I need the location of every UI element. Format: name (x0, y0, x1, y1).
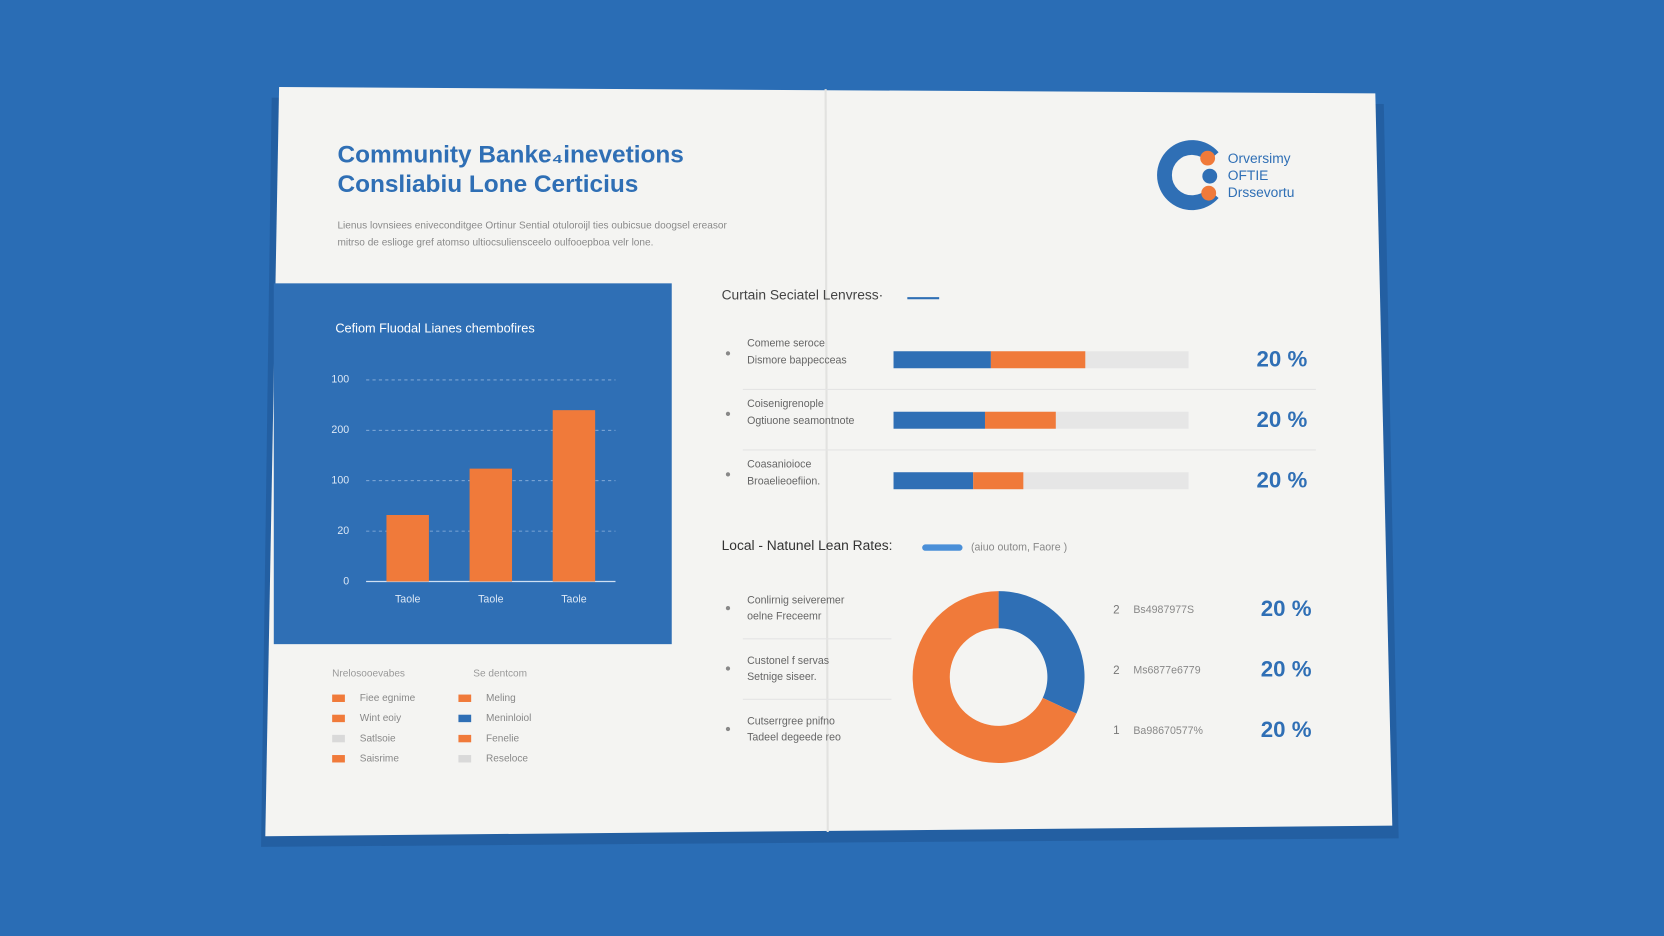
row-label: Custonel f servas (747, 655, 829, 667)
bullet (725, 472, 731, 477)
legend-swatch (332, 694, 345, 702)
bullet (725, 726, 731, 732)
row-label: Tadeel degeede reo (747, 731, 841, 743)
legend-swatch (332, 755, 345, 763)
sheet-group: Community Banke₄inevetions Consliabiu Lon… (261, 87, 1399, 847)
legend-label: Satlsoie (360, 733, 396, 744)
title: Community Banke₄inevetions (337, 141, 683, 168)
x-tick-label: Taole (478, 593, 503, 605)
rank: 2 (1113, 603, 1119, 616)
y-tick-label: 100 (331, 475, 349, 487)
row-label: Dismore bappecceas (747, 355, 847, 367)
section-title: Local - Natunel Lean Rates: (722, 538, 893, 553)
value-label: 20 % (1261, 596, 1312, 621)
bullet (725, 351, 731, 356)
legend-swatch (458, 694, 472, 702)
logo-dot (1202, 168, 1218, 184)
bar (552, 410, 596, 582)
legend-swatch (458, 714, 472, 723)
y-tick-label: 100 (331, 374, 349, 386)
rank: 2 (1113, 664, 1119, 677)
legend-label: Saisrime (360, 753, 400, 764)
value-label: 20 % (1257, 468, 1308, 493)
title: Consliabiu Lone Certicius (337, 171, 638, 198)
legend-label: Meling (486, 693, 516, 704)
chart-panel (273, 283, 672, 645)
section-title: Curtain Seciatel Lenvress· (722, 288, 884, 303)
code: Ms6877e6779 (1133, 664, 1200, 676)
bullet (725, 411, 731, 416)
bar-segment (984, 411, 1056, 429)
donut-slice (912, 591, 1077, 764)
bar-segment (893, 411, 985, 429)
bar (386, 515, 429, 582)
fold-line (824, 89, 829, 832)
row-label: Cutserrgree pnifno (747, 715, 835, 727)
x-tick-label: Taole (395, 593, 420, 605)
row-label: Coisenigrenople (747, 398, 824, 410)
donut-slice (998, 591, 1085, 714)
legend-text: (aiuo outom, Faore ) (971, 541, 1067, 553)
logo-dot (1200, 150, 1216, 166)
legend-header: Nrelosooevabes (332, 669, 405, 680)
y-tick-label: 20 (337, 525, 349, 537)
legend-label: Wint eoiy (360, 713, 402, 724)
logo-text: OFTIE (1228, 168, 1269, 183)
logo-text: Orversimy (1228, 151, 1291, 166)
value-label: 20 % (1261, 717, 1312, 742)
bar-segment (893, 472, 974, 490)
row-label: oelne Freceemr (747, 610, 822, 622)
legend-label: Fiee egnime (360, 693, 416, 704)
bar-segment (893, 351, 991, 369)
legend-swatch (332, 734, 345, 743)
row-label: Ogtiuone seamontnote (747, 415, 854, 427)
row-label: Setnige siseer. (747, 671, 817, 683)
legend-swatch (332, 714, 345, 723)
chart-title: Cefiom Fluodal Lianes chembofires (335, 320, 534, 335)
intro: mitrso de eslioge gref atomso ultiocsuli… (337, 238, 653, 249)
legend-header: Se dentcom (473, 669, 527, 680)
row-label: Coasanioioce (747, 459, 811, 471)
row-label: Comeme seroce (747, 338, 825, 350)
x-tick-label: Taole (561, 593, 586, 605)
bullet (725, 605, 731, 611)
bullet (725, 666, 731, 671)
row-label: Broaelieoefiion. (747, 476, 820, 488)
legend-label: Meninloiol (486, 713, 531, 724)
code: Ba98670577% (1133, 725, 1203, 737)
value-label: 20 % (1257, 407, 1308, 432)
legend-swatch (458, 755, 472, 763)
value-label: 20 % (1261, 657, 1312, 682)
bar (469, 468, 513, 582)
y-tick-label: 0 (343, 575, 349, 587)
intro: Lienus lovnsiees eniveconditgee Ortinur … (337, 221, 727, 232)
code: Bs4987977S (1133, 604, 1194, 616)
y-tick-label: 200 (331, 424, 349, 436)
paper (265, 87, 1393, 837)
row-label: Conlirnig seiveremer (747, 594, 845, 606)
bar-segment (973, 472, 1024, 490)
legend-label: Fenelie (486, 733, 519, 744)
legend-swatch (458, 734, 472, 743)
logo-dot (1201, 185, 1217, 201)
logo-text: Drssevortu (1228, 185, 1295, 200)
bar-segment (990, 351, 1086, 369)
logo (1157, 140, 1219, 211)
rank: 1 (1113, 724, 1119, 737)
value-label: 20 % (1257, 347, 1308, 372)
logo-c (1157, 140, 1219, 211)
legend-bar (922, 544, 963, 551)
legend-label: Reseloce (486, 753, 528, 764)
